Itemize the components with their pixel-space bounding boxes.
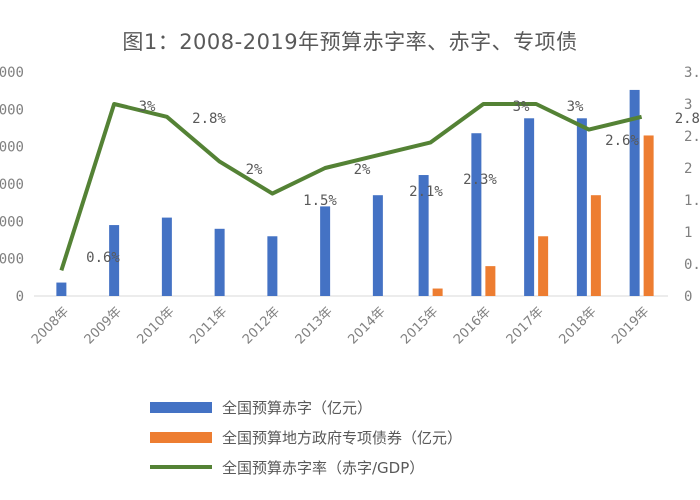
chart-plot: 0 5000 10000 15000 20000 25000 30000 0 0.5 1 1.5 2… [0, 65, 700, 347]
x-axis-tick: 2008年 [29, 304, 72, 347]
special-bond-bar [485, 266, 496, 296]
deficit-bar [629, 89, 640, 296]
deficit-rate-data-labels: 0.6% 3% 2.8% 2% 1.5% 2% 2.1% 2.3% 3% 3% 2.6% 2.8 [86, 99, 700, 266]
x-axis-tick: 2018年 [557, 304, 600, 347]
right-axis-tick: 2.5 [684, 129, 700, 145]
legend-item-deficit: 全国预算赤字（亿元） [150, 392, 462, 422]
x-axis-tick: 2010年 [135, 304, 178, 347]
right-axis-tick: 1 [684, 225, 692, 241]
left-axis-tick: 0 [16, 289, 24, 305]
left-axis-tick: 30000 [0, 65, 24, 81]
deficit-rate-data-label: 2% [354, 162, 371, 178]
special-bond-bar [643, 135, 654, 296]
legend-item-special-bond: 全国预算地方政府专项债券（亿元） [150, 422, 462, 452]
special-bond-bar [432, 288, 443, 296]
series-special-bond-bars [432, 135, 654, 296]
deficit-rate-data-label: 1.5% [303, 193, 337, 209]
x-axis-tick: 2015年 [398, 304, 441, 347]
right-axis-tick: 0.5 [684, 257, 700, 273]
deficit-rate-data-label: 0.6% [86, 250, 120, 266]
deficit-bar [372, 195, 383, 296]
deficit-rate-data-label: 2% [246, 162, 263, 178]
deficit-bar [109, 225, 120, 296]
deficit-rate-data-label: 2.6% [605, 133, 639, 149]
x-axis: 2008年 2009年 2010年 2011年 2012年 2013年 2014年 2015年… [29, 304, 652, 347]
left-axis-tick: 5000 [0, 252, 24, 268]
right-axis-tick: 3 [684, 97, 692, 113]
right-axis-tick: 3.5 [684, 65, 700, 81]
left-axis-tick: 20000 [0, 140, 24, 156]
legend-swatch-special-bond [150, 431, 212, 443]
legend-label-deficit: 全国预算赤字（亿元） [222, 398, 373, 417]
deficit-rate-data-label: 2.3% [463, 172, 497, 188]
series-deficit-rate-line [59, 102, 643, 272]
x-axis-tick: 2016年 [451, 304, 494, 347]
deficit-rate-data-label: 3% [139, 99, 156, 115]
x-axis-tick: 2013年 [293, 304, 336, 347]
special-bond-bar [538, 236, 549, 296]
deficit-bar [161, 217, 172, 296]
deficit-bar [214, 228, 225, 296]
legend-swatch-deficit [150, 401, 212, 413]
deficit-rate-data-label: 2.8% [192, 111, 226, 127]
x-axis-tick: 2017年 [504, 304, 547, 347]
right-axis-tick: 0 [684, 289, 692, 305]
x-axis-tick: 2019年 [609, 304, 652, 347]
legend: 全国预算赤字（亿元） 全国预算地方政府专项债券（亿元） 全国预算赤字率（赤字/G… [150, 392, 462, 482]
right-axis-tick: 2 [684, 161, 692, 177]
series-deficit-bars [56, 89, 640, 296]
special-bond-bar [590, 195, 601, 296]
left-axis-tick: 10000 [0, 214, 24, 230]
deficit-bar [524, 118, 535, 296]
legend-label-special-bond: 全国预算地方政府专项债券（亿元） [222, 428, 463, 447]
deficit-rate-data-label: 3% [567, 99, 584, 115]
chart-title: 图1：2008-2019年预算赤字率、赤字、专项债 [122, 30, 578, 54]
right-axis-tick: 1.5 [684, 193, 700, 209]
deficit-rate-data-label: 3% [513, 99, 530, 115]
deficit-bar [576, 118, 587, 296]
deficit-bar [418, 175, 429, 296]
deficit-bar [471, 133, 482, 296]
deficit-bar [320, 206, 331, 296]
legend-line-deficit-rate [150, 465, 212, 469]
left-axis: 0 5000 10000 15000 20000 25000 30000 [0, 65, 24, 305]
left-axis-tick: 15000 [0, 177, 24, 193]
deficit-bar [267, 236, 278, 296]
deficit-bar [56, 282, 67, 296]
x-axis-tick: 2011年 [187, 304, 230, 347]
legend-item-deficit-rate: 全国预算赤字率（赤字/GDP） [150, 452, 462, 482]
deficit-rate-data-label: 2.1% [409, 184, 443, 200]
deficit-rate-data-label: 2.8 [675, 111, 700, 127]
legend-label-deficit-rate: 全国预算赤字率（赤字/GDP） [222, 458, 425, 477]
right-axis: 0 0.5 1 1.5 2 2.5 3 3.5 [684, 65, 700, 305]
x-axis-tick: 2009年 [82, 304, 125, 347]
x-axis-tick: 2012年 [240, 304, 283, 347]
left-axis-tick: 25000 [0, 102, 24, 118]
x-axis-tick: 2014年 [346, 304, 389, 347]
